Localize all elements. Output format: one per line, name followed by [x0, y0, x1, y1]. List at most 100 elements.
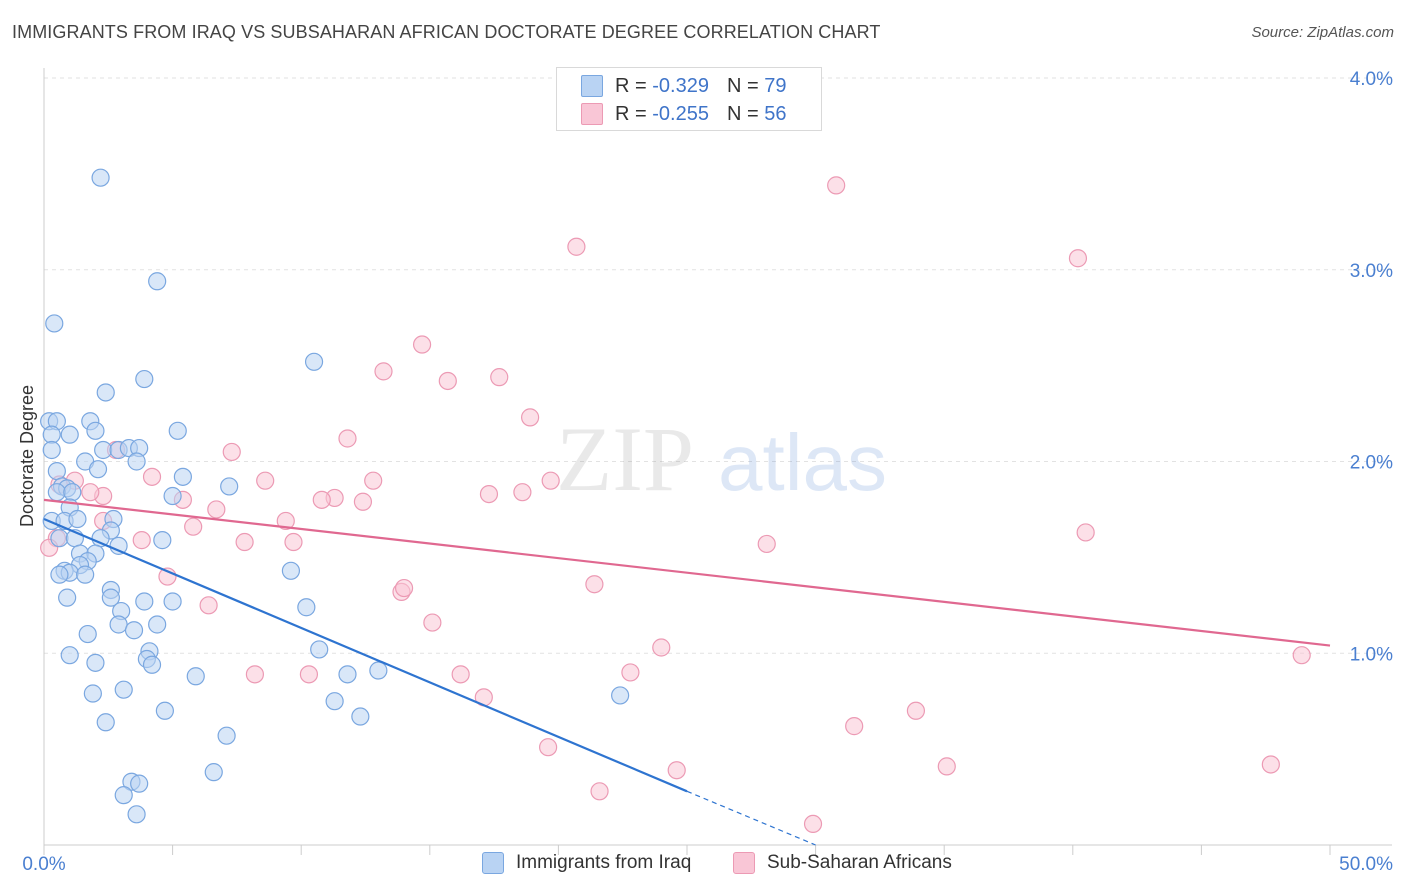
bottom-legend-swatch-iraq [482, 852, 504, 874]
y-tick-label: 2.0% [1350, 453, 1393, 474]
data-point-sub-saharan [652, 638, 671, 657]
legend-swatch-iraq [581, 75, 603, 97]
data-point-iraq [76, 565, 95, 584]
axes [43, 68, 1392, 855]
data-point-sub-saharan [276, 511, 295, 531]
data-point-iraq [163, 486, 182, 506]
watermark-atlas: atlas [718, 418, 887, 507]
series-sub-saharan-points [40, 176, 1311, 834]
tick-labels: 1.0% 2.0% 3.0% 4.0% 0.0% 50.0% [22, 69, 1393, 875]
data-point-iraq [148, 615, 167, 634]
y-tick-label: 4.0% [1350, 69, 1393, 90]
data-point-sub-saharan [567, 237, 586, 256]
data-point-iraq [124, 621, 144, 640]
x-tick-label: 0.0% [22, 854, 65, 875]
data-point-sub-saharan [1068, 249, 1088, 268]
data-point-sub-saharan [184, 517, 203, 536]
data-point-iraq [168, 421, 187, 440]
legend-r-value-iraq: -0.329 [652, 74, 709, 97]
data-point-sub-saharan [521, 408, 540, 427]
data-point-sub-saharan [81, 483, 100, 502]
bottom-legend-label-sub-saharan: Sub-Saharan Africans [767, 852, 952, 873]
data-point-sub-saharan [667, 761, 686, 780]
data-point-iraq [338, 665, 357, 684]
data-point-sub-saharan [256, 471, 275, 490]
data-point-sub-saharan [222, 442, 241, 462]
data-point-iraq [94, 440, 113, 460]
data-point-sub-saharan [438, 371, 457, 391]
data-point-iraq [47, 461, 66, 481]
data-point-sub-saharan [513, 483, 532, 502]
data-point-iraq [310, 640, 329, 659]
data-point-iraq [204, 763, 223, 782]
data-point-iraq [60, 425, 79, 444]
trend-line-iraq [43, 518, 688, 793]
bottom-legend: Immigrants from Iraq Sub-Saharan African… [0, 852, 1406, 878]
y-tick-label: 3.0% [1350, 261, 1393, 282]
bottom-legend-iraq: Immigrants from Iraq [482, 852, 691, 874]
data-point-iraq [127, 452, 146, 471]
bottom-legend-label-iraq: Immigrants from Iraq [516, 852, 692, 873]
data-point-iraq [135, 592, 154, 611]
data-point-iraq [101, 588, 120, 607]
grid-lines [44, 77, 1392, 654]
data-point-iraq [45, 314, 64, 333]
data-point-iraq [114, 786, 133, 805]
data-point-iraq [153, 531, 172, 550]
data-point-iraq [50, 529, 69, 548]
data-point-iraq [220, 477, 239, 496]
data-point-sub-saharan [451, 665, 470, 684]
data-point-sub-saharan [299, 665, 319, 684]
legend-row-sub-saharan: R = -0.255 N = 56 [581, 101, 786, 127]
data-point-sub-saharan [394, 578, 414, 598]
data-point-iraq [130, 774, 149, 793]
data-point-iraq [217, 726, 236, 745]
data-point-sub-saharan [142, 467, 162, 486]
data-point-sub-saharan [479, 484, 499, 504]
data-point-iraq [611, 686, 630, 705]
legend-r-value-sub-saharan: -0.255 [652, 102, 709, 125]
data-point-sub-saharan [374, 362, 393, 381]
data-point-iraq [91, 168, 110, 187]
data-point-iraq [281, 561, 301, 580]
data-point-sub-saharan [621, 663, 640, 682]
y-axis-label: Doctorate Degree [17, 385, 37, 527]
legend-n-label: N = [726, 102, 759, 125]
legend: R = -0.329 N = 79 R = -0.255 N = 56 [556, 67, 822, 131]
watermark: ZIP atlas [556, 408, 887, 510]
series-iraq-points [40, 168, 630, 824]
data-point-iraq [42, 425, 61, 444]
data-point-iraq [47, 483, 66, 502]
data-point-sub-saharan [245, 665, 265, 684]
legend-swatch-sub-saharan [581, 103, 603, 125]
data-point-iraq [127, 805, 146, 824]
data-point-iraq [186, 667, 205, 686]
data-point-sub-saharan [412, 335, 432, 354]
data-point-sub-saharan [845, 717, 864, 736]
data-point-sub-saharan [199, 596, 218, 615]
data-point-sub-saharan [132, 531, 151, 550]
legend-n-value-sub-saharan: 56 [764, 102, 787, 125]
data-point-iraq [369, 661, 388, 680]
data-point-sub-saharan [312, 490, 331, 509]
data-point-sub-saharan [1076, 523, 1095, 542]
legend-n-value-iraq: 79 [764, 74, 787, 97]
data-point-iraq [351, 707, 370, 726]
data-point-sub-saharan [937, 757, 956, 776]
data-point-sub-saharan [585, 575, 604, 594]
data-point-iraq [50, 565, 69, 584]
watermark-zip: ZIP [556, 408, 694, 510]
trend-line-sub-saharan [43, 498, 1331, 647]
data-point-iraq [96, 713, 115, 732]
data-point-sub-saharan [541, 471, 560, 490]
trend-lines [43, 498, 1331, 846]
data-point-iraq [63, 483, 82, 502]
source-label: Source: ZipAtlas.com [1251, 24, 1394, 41]
data-point-iraq [96, 383, 115, 402]
legend-n-label: N = [726, 74, 759, 97]
trend-line-iraq-extension [686, 790, 816, 846]
data-point-iraq [155, 701, 174, 720]
data-point-iraq [68, 509, 87, 529]
data-point-sub-saharan [906, 701, 926, 720]
data-point-iraq [58, 588, 77, 607]
